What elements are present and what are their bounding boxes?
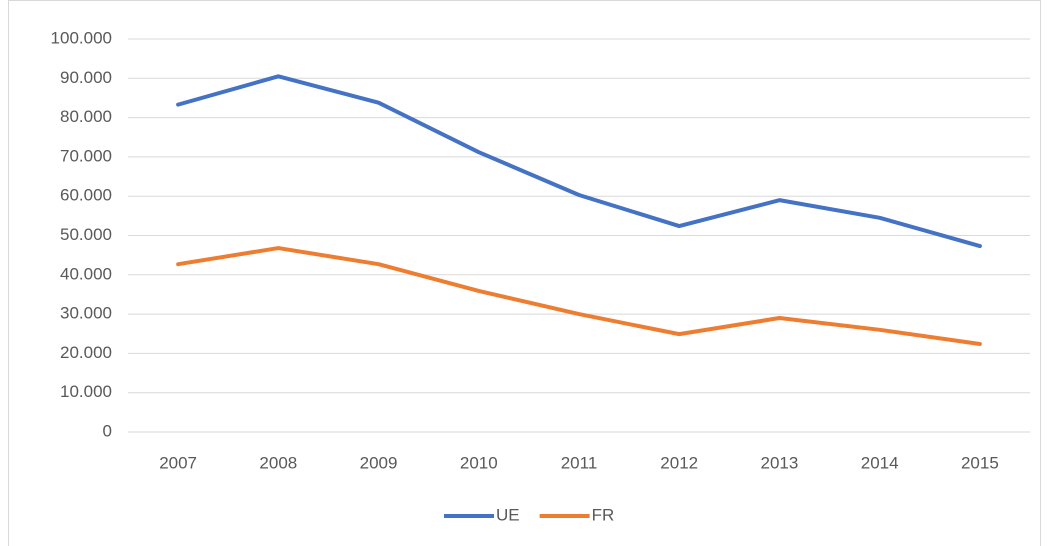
y-tick-label: 80.000 — [60, 107, 112, 126]
series-line — [176, 246, 982, 346]
y-tick-label: 60.000 — [60, 186, 112, 205]
x-tick-label: 2010 — [460, 453, 498, 472]
y-tick-label: 40.000 — [60, 264, 112, 283]
y-tick-label: 100.000 — [51, 28, 112, 47]
x-tick-label: 2011 — [561, 453, 598, 472]
x-tick-label: 2012 — [660, 453, 698, 472]
y-tick-label: 20.000 — [60, 343, 112, 362]
y-tick-label: 30.000 — [60, 304, 112, 323]
x-tick-label: 2014 — [861, 453, 899, 472]
chart-border — [8, 0, 1041, 546]
legend-label: FR — [592, 505, 615, 524]
x-tick-label: 2015 — [961, 453, 999, 472]
y-tick-label: 90.000 — [60, 68, 112, 87]
series-line — [176, 74, 982, 249]
y-tick-label: 0 — [103, 421, 112, 440]
x-tick-label: 2013 — [761, 453, 799, 472]
y-tick-label: 50.000 — [60, 225, 112, 244]
y-tick-label: 70.000 — [60, 146, 112, 165]
x-tick-label: 2007 — [159, 453, 197, 472]
y-tick-label: 10.000 — [60, 382, 112, 401]
legend-label: UE — [496, 505, 520, 524]
x-tick-label: 2009 — [360, 453, 398, 472]
x-tick-label: 2008 — [259, 453, 297, 472]
